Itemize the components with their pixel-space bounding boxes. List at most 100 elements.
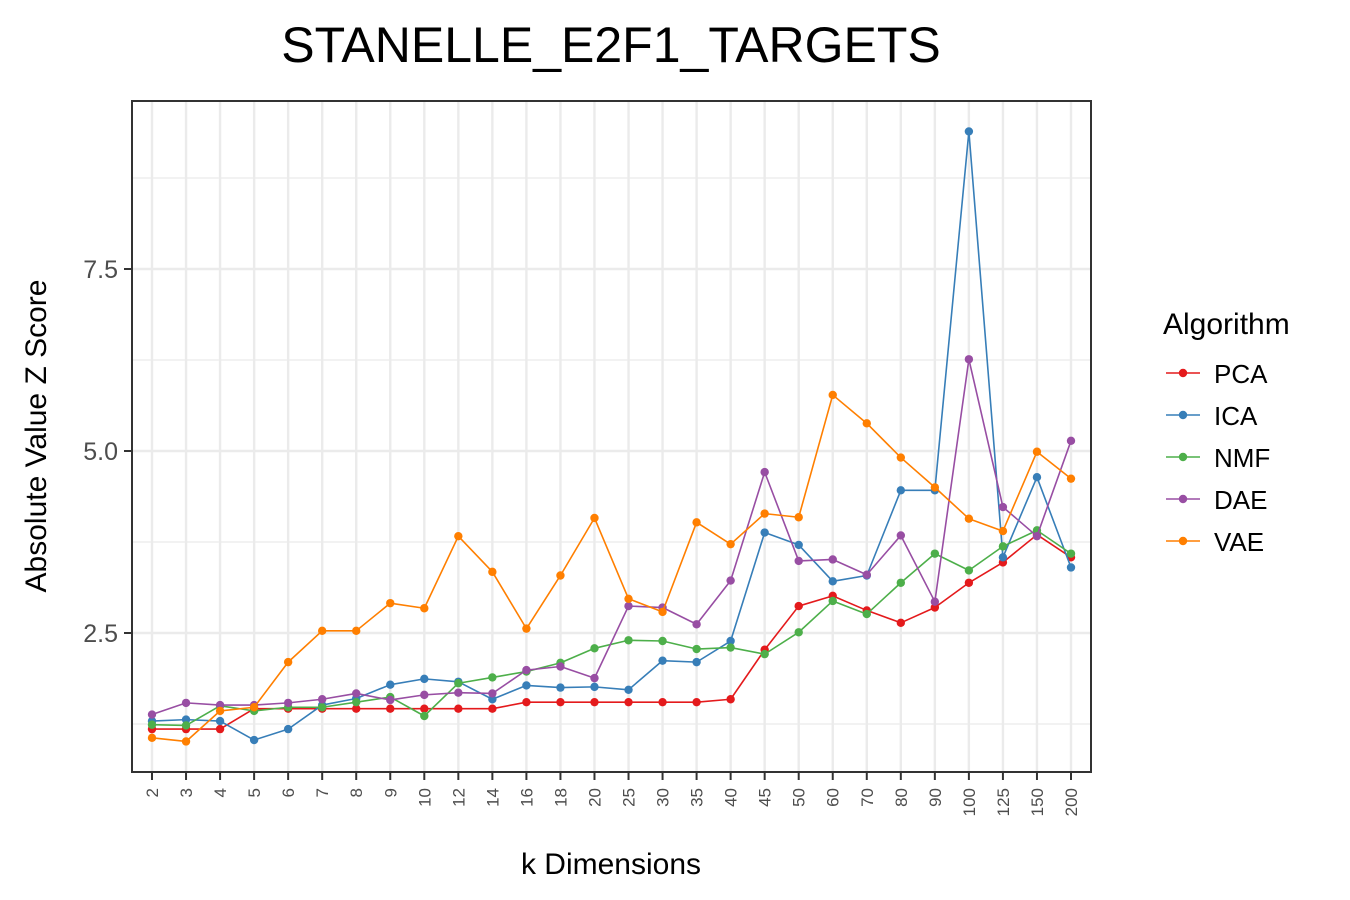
data-point xyxy=(522,665,531,675)
x-tick-label: 45 xyxy=(756,788,775,807)
x-tick-label: 14 xyxy=(483,788,502,807)
data-point xyxy=(930,549,940,558)
data-point xyxy=(181,698,191,708)
data-point xyxy=(488,567,497,577)
data-point xyxy=(590,644,599,653)
series-layer xyxy=(147,127,1076,746)
data-point xyxy=(147,710,157,719)
data-point xyxy=(590,682,599,692)
x-tick-label: 7 xyxy=(313,788,332,797)
x-tick-label: 100 xyxy=(960,788,979,816)
data-point xyxy=(454,704,463,713)
grid-minor xyxy=(132,177,1091,725)
data-point xyxy=(283,698,293,708)
data-point xyxy=(386,680,395,689)
x-tick-label: 80 xyxy=(892,788,911,807)
x-tick-label: 10 xyxy=(415,788,434,807)
data-point xyxy=(828,555,837,564)
data-point xyxy=(964,127,974,136)
data-point xyxy=(590,697,599,707)
legend-key-point xyxy=(1178,410,1188,420)
data-point xyxy=(794,556,803,566)
legend-title: Algorithm xyxy=(1163,308,1290,341)
legend-item-dae: DAE xyxy=(1166,485,1267,515)
data-point xyxy=(862,570,871,579)
series-dae xyxy=(147,355,1076,719)
data-point xyxy=(420,674,429,684)
data-point xyxy=(386,695,395,705)
data-point xyxy=(488,689,497,698)
x-tick-label: 200 xyxy=(1062,788,1081,816)
x-tick-label: 125 xyxy=(994,788,1013,816)
legend-key-point xyxy=(1178,536,1188,546)
legend-item-pca: PCA xyxy=(1166,359,1268,389)
data-point xyxy=(794,628,803,637)
data-point xyxy=(726,576,735,585)
data-point xyxy=(420,604,429,613)
data-point xyxy=(896,453,906,462)
data-point xyxy=(828,596,837,606)
data-point xyxy=(998,502,1008,512)
series-vae xyxy=(147,390,1076,746)
x-tick-label: 70 xyxy=(858,788,877,807)
data-point xyxy=(215,706,225,716)
data-point xyxy=(624,601,633,611)
data-point xyxy=(896,618,906,628)
legend-item-vae: VAE xyxy=(1166,527,1264,557)
x-tick-label: 40 xyxy=(722,788,741,807)
data-point xyxy=(488,704,497,713)
x-tick-label: 30 xyxy=(654,788,673,807)
legend: Algorithm PCA ICA NMF DAE VAE xyxy=(1163,308,1290,557)
data-point xyxy=(930,483,940,492)
data-point xyxy=(181,721,191,730)
data-point xyxy=(658,656,667,665)
series-line xyxy=(151,394,1072,743)
data-point xyxy=(454,688,463,697)
data-point xyxy=(522,681,531,690)
legend-label: NMF xyxy=(1214,443,1270,473)
data-point xyxy=(828,390,837,400)
data-point xyxy=(454,679,463,688)
chart-title: STANELLE_E2F1_TARGETS xyxy=(281,17,941,73)
data-point xyxy=(624,594,633,603)
data-point xyxy=(556,662,565,671)
data-point xyxy=(760,649,769,659)
legend-key-point xyxy=(1178,452,1188,462)
data-point xyxy=(930,603,940,612)
data-point xyxy=(317,626,327,636)
data-point xyxy=(794,601,803,611)
x-tick-label: 150 xyxy=(1028,788,1047,816)
data-point xyxy=(249,735,259,745)
data-point xyxy=(760,467,769,477)
data-point xyxy=(692,518,701,527)
data-point xyxy=(1032,473,1042,482)
data-point xyxy=(964,355,974,364)
y-axis: 2.5 5.0 7.5 xyxy=(83,256,132,648)
y-tick-label: 5.0 xyxy=(83,438,118,466)
data-point xyxy=(215,724,225,734)
data-point xyxy=(726,636,735,646)
data-point xyxy=(352,697,361,707)
data-point xyxy=(692,697,701,707)
y-tick-label: 7.5 xyxy=(83,256,118,284)
x-tick-label: 16 xyxy=(517,788,536,807)
data-point xyxy=(760,509,769,518)
data-point xyxy=(1066,563,1076,572)
data-point xyxy=(420,690,429,700)
y-tick-label: 2.5 xyxy=(83,620,118,648)
data-point xyxy=(181,715,191,724)
data-point xyxy=(215,700,225,710)
data-point xyxy=(896,531,906,540)
x-tick-label: 18 xyxy=(551,788,570,807)
data-point xyxy=(692,657,701,667)
data-point xyxy=(556,697,565,707)
x-tick-label: 8 xyxy=(347,788,366,797)
data-point xyxy=(590,673,599,683)
legend-label: VAE xyxy=(1214,527,1264,557)
x-tick-label: 50 xyxy=(790,788,809,807)
data-point xyxy=(386,704,395,713)
data-point xyxy=(1032,447,1042,456)
data-point xyxy=(317,703,327,712)
data-point xyxy=(964,514,974,523)
